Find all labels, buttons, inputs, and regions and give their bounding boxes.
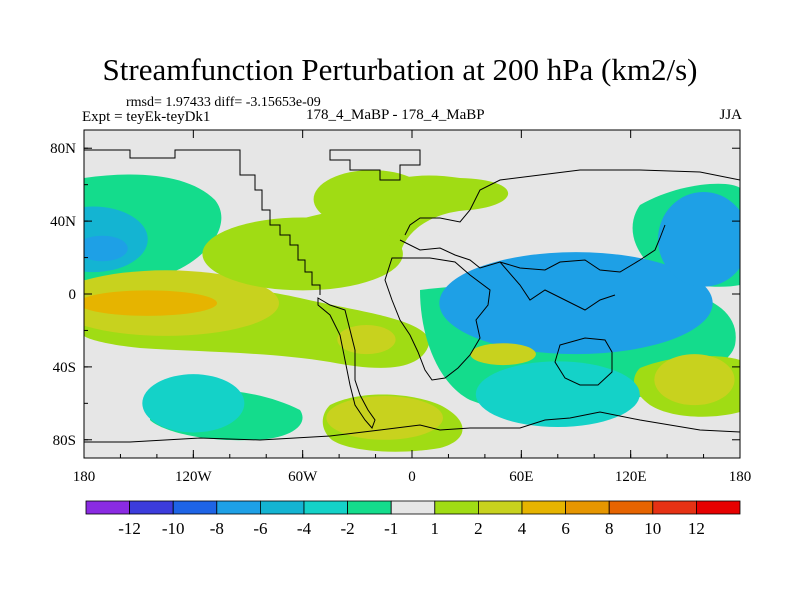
colorbar-swatch-5: [303, 500, 348, 515]
x-tick-label: 180: [73, 469, 96, 485]
colorbar-swatch-3: [216, 500, 261, 515]
anomaly-layer: [84, 170, 740, 440]
x-tick-label: 0: [408, 469, 416, 485]
colorbar-swatch-0: [85, 500, 130, 515]
coast-africa: [384, 257, 491, 381]
colorbar-label: 1: [431, 519, 440, 538]
stats-line: rmsd= 1.97433 diff= -3.15653e-09: [126, 95, 321, 110]
anomaly-11: [475, 361, 640, 428]
coastlines: [84, 149, 740, 443]
colorbar-label: -12: [118, 519, 141, 538]
chart-title: Streamfunction Perturbation at 200 hPa (…: [102, 52, 698, 87]
coast-south-america: [317, 297, 376, 429]
colorbar-label: -6: [253, 519, 267, 538]
colorbar-swatch-12: [608, 500, 654, 515]
colorbar-label: -1: [384, 519, 398, 538]
coast-eurasia: [404, 169, 740, 236]
coast-north-america: [84, 149, 321, 295]
y-tick-label: 40S: [53, 360, 76, 376]
coast-europe-south: [399, 224, 666, 273]
colorbar-swatch-7: [390, 500, 436, 515]
colorbar-swatch-14: [696, 500, 741, 515]
y-tick-label: 40N: [50, 214, 76, 230]
coast-antarctica: [84, 411, 740, 443]
colorbar-swatch-10: [521, 500, 566, 515]
anomaly-9: [439, 252, 713, 355]
colorbar-label: 6: [561, 519, 570, 538]
x-tick-label: 120W: [175, 469, 213, 485]
colorbar-swatch-4: [259, 500, 305, 515]
coast-india-asia: [499, 261, 616, 311]
anomaly-13: [658, 191, 740, 287]
anomaly-8: [326, 396, 443, 440]
colorbar-swatch-9: [477, 500, 523, 515]
colorbar-swatch-11: [565, 500, 610, 515]
colorbar-swatch-1: [129, 500, 174, 515]
colorbar-label: 8: [605, 519, 614, 538]
anomaly-6: [337, 324, 396, 355]
y-tick-label: 80N: [50, 141, 76, 157]
colorbar-label: 10: [644, 519, 661, 538]
colorbar-label: 4: [518, 519, 527, 538]
axes: 180 120W 60W 0 60E 120E 180 80N 40N 0 40S 80S: [50, 130, 751, 485]
y-tick-label: 80S: [53, 433, 76, 449]
x-tick-label: 60E: [509, 469, 533, 485]
colorbar-swatch-6: [347, 500, 392, 515]
anomaly-4: [202, 217, 403, 291]
cases-label: 178_4_MaBP - 178_4_MaBP: [306, 107, 485, 123]
x-tick-label: 180: [729, 469, 752, 485]
colorbar-label: -10: [162, 519, 185, 538]
colorbar-swatch-8: [434, 500, 479, 515]
colorbar-swatch-13: [652, 500, 697, 515]
colorbar-label: 2: [474, 519, 483, 538]
experiment-label: Expt = teyEk-teyDk1: [82, 109, 211, 125]
anomaly-5: [313, 170, 431, 229]
coast-australia: [554, 337, 613, 386]
colorbar-swatch-2: [172, 500, 218, 515]
x-tick-label: 120E: [615, 469, 647, 485]
colorbar-label: -8: [210, 519, 224, 538]
anomaly-3: [84, 290, 218, 316]
season-label: JJA: [719, 107, 742, 123]
anomaly-7: [142, 374, 245, 433]
anomaly-10: [470, 343, 536, 366]
colorbar-label: -4: [297, 519, 312, 538]
anomaly-12: [654, 354, 735, 406]
coast-greenland: [329, 149, 421, 181]
colorbar-label: 12: [688, 519, 705, 538]
anomaly-1: [84, 235, 128, 262]
colorbar-label: -2: [341, 519, 355, 538]
x-tick-label: 60W: [288, 469, 318, 485]
y-tick-label: 0: [69, 287, 77, 303]
colorbar: -12 -10 -8 -6 -4 -2 -1 1 2 4 6 8 10 12: [85, 500, 741, 538]
